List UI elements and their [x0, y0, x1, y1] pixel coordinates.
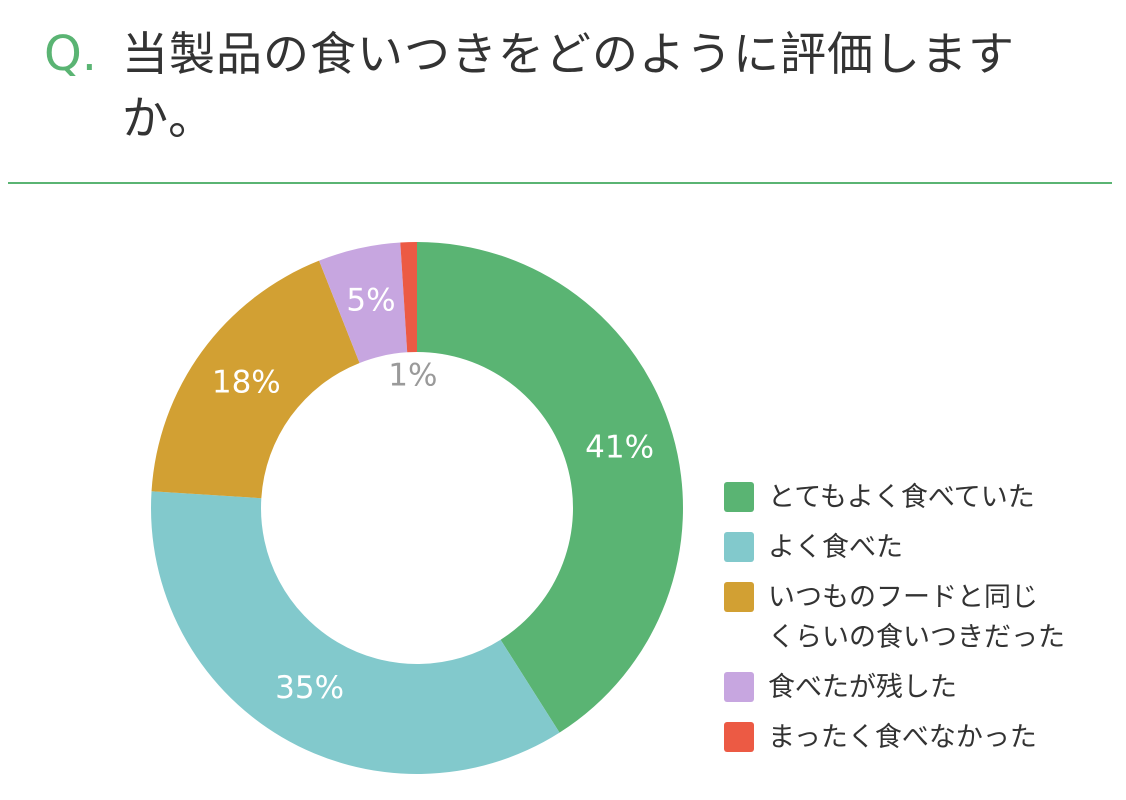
legend-item: とてもよく食べていた — [724, 478, 1114, 518]
legend-label: まったく食べなかった — [768, 722, 1037, 753]
donut-slice — [400, 242, 417, 353]
donut-slice — [319, 242, 408, 363]
slice-value-label: 41% — [585, 430, 654, 466]
slice-value-label: 18% — [212, 364, 281, 400]
legend-label: よく食べた — [768, 532, 903, 563]
donut-slice — [151, 491, 560, 774]
legend-label: 食べたが残した — [768, 672, 957, 703]
question-block: Q. 当製品の食いつきをどのように評価しますか。 — [44, 22, 1104, 150]
question-text: 当製品の食いつきをどのように評価しますか。 — [122, 27, 1015, 145]
legend-item: 食べたが残した — [724, 668, 1114, 708]
question-mark: Q. — [44, 26, 98, 82]
donut-slices — [151, 242, 683, 774]
legend-item: よく食べた — [724, 528, 1114, 568]
legend-swatch — [724, 672, 754, 702]
donut-slice — [417, 242, 683, 733]
legend-swatch — [724, 482, 754, 512]
donut-slice — [151, 260, 360, 499]
legend-label: とてもよく食べていた — [768, 482, 1035, 513]
donut-labels: 41% 35% 18% 5% 1% — [212, 283, 654, 707]
legend-label: いつものフードと同じ くらいの食いつきだった — [768, 582, 1065, 653]
slice-value-label: 5% — [346, 283, 395, 319]
slice-value-label: 1% — [388, 358, 437, 394]
legend-swatch — [724, 722, 754, 752]
legend-swatch — [724, 582, 754, 612]
legend-item: いつものフードと同じ くらいの食いつきだった — [724, 578, 1114, 658]
slice-value-label: 35% — [275, 670, 344, 706]
divider — [8, 182, 1112, 184]
legend-swatch — [724, 532, 754, 562]
legend-item: まったく食べなかった — [724, 718, 1114, 758]
legend: とてもよく食べていた よく食べた いつものフードと同じ くらいの食いつきだった … — [724, 478, 1114, 768]
